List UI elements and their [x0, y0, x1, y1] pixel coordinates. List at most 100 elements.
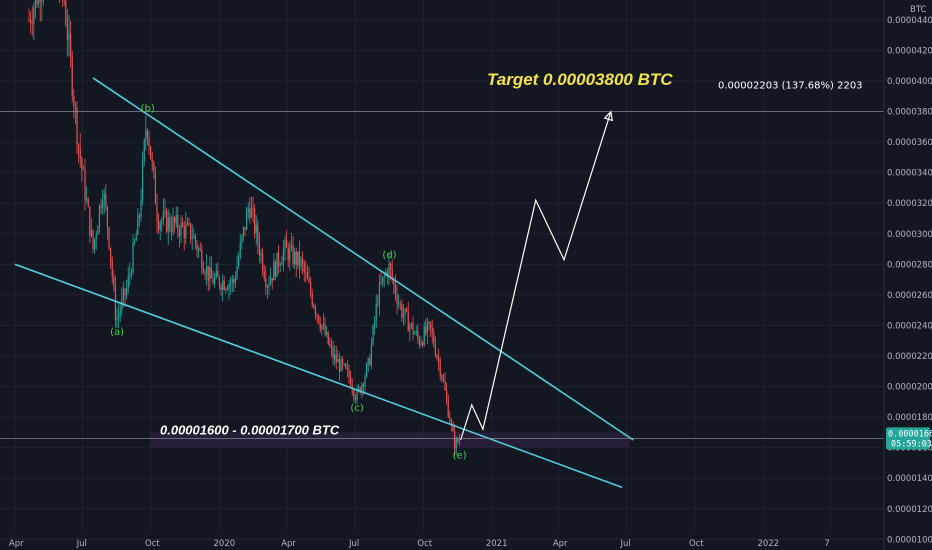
candle-body — [318, 315, 320, 323]
candle-body — [314, 307, 317, 314]
candle-body — [431, 327, 433, 334]
candle-body — [150, 146, 152, 159]
candle-body — [287, 247, 289, 261]
candle-body — [452, 424, 454, 432]
candle-body — [313, 304, 315, 308]
candle-body — [102, 200, 104, 209]
candle-body — [265, 278, 267, 288]
time-tick-label: Oct — [417, 539, 432, 549]
candle-body — [78, 144, 80, 148]
candle-body — [414, 333, 416, 335]
price-badge-countdown: 05:59:03 — [891, 439, 932, 449]
candle-body — [436, 355, 438, 358]
candle-body — [326, 331, 328, 335]
time-tick-label: Jul — [76, 539, 87, 549]
candle-body — [374, 320, 376, 326]
candle-body — [350, 377, 352, 386]
candle-body — [38, 0, 40, 5]
candle-body — [183, 226, 185, 239]
candle-body — [65, 0, 67, 25]
time-tick-label: 2022 — [757, 539, 779, 549]
candle-body — [204, 272, 206, 275]
candle-body — [321, 325, 323, 329]
candle-body — [30, 20, 32, 24]
price-scale-bg — [884, 0, 932, 550]
candle-body — [153, 162, 155, 173]
candle-body — [430, 322, 432, 328]
candle-body — [446, 390, 448, 400]
candle-body — [268, 284, 270, 288]
candle-body — [260, 253, 262, 256]
candle-body — [170, 228, 173, 232]
candle-body — [250, 207, 253, 218]
zone-label: 0.00001600 - 0.00001700 BTC — [160, 422, 340, 437]
candle-body — [358, 387, 360, 390]
candle-body — [345, 364, 347, 369]
candle-body — [247, 208, 249, 212]
candle-body — [89, 206, 91, 236]
candle-body — [244, 227, 246, 230]
candle-body — [418, 338, 421, 345]
candle-body — [164, 210, 166, 212]
candle-body — [238, 257, 240, 267]
candle-body — [332, 347, 334, 359]
candle-body — [370, 344, 373, 366]
candle-body — [226, 288, 229, 290]
candle-body — [172, 217, 174, 232]
candle-body — [356, 389, 358, 400]
candle-body — [103, 193, 105, 201]
candle-body — [113, 276, 115, 287]
candle-body — [234, 278, 237, 283]
candle-body — [97, 227, 99, 236]
candle-body — [110, 247, 112, 262]
candle-body — [274, 261, 277, 277]
candle-body — [111, 261, 113, 277]
candle-body — [420, 342, 422, 345]
candle-body — [390, 263, 392, 270]
time-tick-label: 2021 — [486, 539, 508, 549]
candle-body — [335, 354, 337, 363]
candle-body — [295, 251, 297, 266]
candle-body — [228, 283, 230, 290]
candle-body — [308, 279, 310, 283]
candle-body — [206, 266, 208, 275]
time-scale[interactable]: Apr Jul Oct 2020 Apr Jul Oct 2021 Apr Jul Oct 2022 7 — [9, 539, 830, 549]
candle-body — [156, 204, 158, 221]
candle-body — [404, 308, 406, 315]
candle-body — [138, 215, 141, 218]
projection-path[interactable] — [460, 111, 612, 441]
candle-body — [28, 19, 30, 21]
candle-body — [90, 230, 93, 236]
time-tick-label: Jul — [620, 539, 631, 549]
candle-body — [252, 207, 254, 209]
candle-body — [449, 416, 451, 423]
candle-body — [334, 354, 336, 359]
candle-body — [201, 250, 203, 269]
candle-body — [162, 211, 165, 221]
candle-body — [386, 271, 389, 277]
candle-body — [273, 261, 275, 281]
time-tick-label: Apr — [281, 539, 296, 549]
candle-body — [106, 206, 109, 228]
upper-trendline[interactable] — [92, 77, 634, 441]
candle-body — [134, 240, 136, 244]
candle-body — [300, 258, 302, 267]
candle-body — [132, 243, 134, 273]
lower-trendline[interactable] — [14, 263, 623, 489]
candle-body — [100, 205, 102, 209]
candle-body — [41, 0, 43, 2]
candle-body — [31, 23, 33, 25]
candle-body — [207, 266, 209, 281]
candle-body — [292, 245, 294, 264]
candle-body — [375, 303, 377, 321]
candle-body — [382, 276, 384, 283]
time-tick-label: Apr — [553, 539, 568, 549]
